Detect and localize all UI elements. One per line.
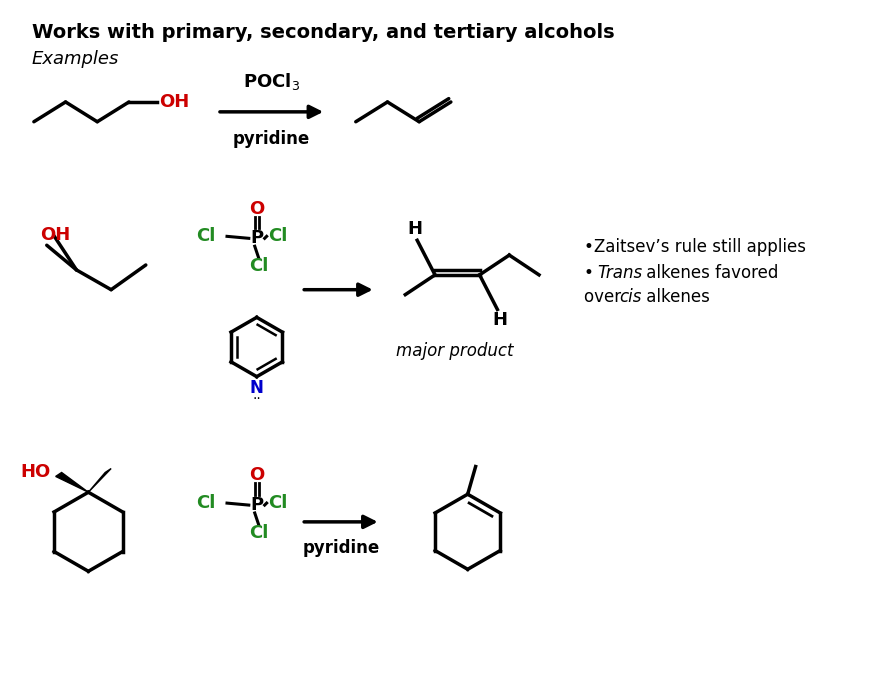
Text: Cl: Cl — [249, 257, 269, 275]
Text: cis: cis — [619, 288, 642, 306]
Text: over: over — [583, 288, 626, 306]
Text: HO: HO — [20, 464, 51, 482]
Text: H: H — [408, 220, 423, 238]
Text: Cl: Cl — [269, 494, 288, 512]
Text: N: N — [249, 379, 263, 396]
Polygon shape — [88, 468, 111, 492]
Text: Trans: Trans — [597, 264, 643, 282]
Text: alkenes favored: alkenes favored — [641, 264, 779, 282]
Polygon shape — [56, 473, 88, 492]
Text: Cl: Cl — [195, 228, 215, 246]
Text: OH: OH — [40, 226, 70, 244]
Text: O: O — [249, 200, 264, 218]
Text: Cl: Cl — [269, 228, 288, 246]
Text: major product: major product — [396, 342, 514, 360]
Text: Works with primary, secondary, and tertiary alcohols: Works with primary, secondary, and terti… — [32, 23, 615, 42]
Text: Examples: Examples — [32, 49, 119, 67]
Text: P: P — [250, 496, 263, 514]
Text: pyridine: pyridine — [233, 130, 310, 148]
Text: •: • — [583, 264, 599, 282]
Text: Cl: Cl — [195, 494, 215, 512]
Text: pyridine: pyridine — [303, 539, 379, 557]
Text: POCl$_3$: POCl$_3$ — [243, 71, 300, 92]
Text: •Zaitsev’s rule still applies: •Zaitsev’s rule still applies — [583, 238, 806, 256]
Text: alkenes: alkenes — [641, 288, 710, 306]
Text: H: H — [492, 312, 507, 330]
Text: OH: OH — [159, 93, 189, 111]
Text: O: O — [249, 466, 264, 484]
Text: ··: ·· — [252, 392, 261, 407]
Text: P: P — [250, 229, 263, 247]
Text: Cl: Cl — [249, 524, 269, 542]
